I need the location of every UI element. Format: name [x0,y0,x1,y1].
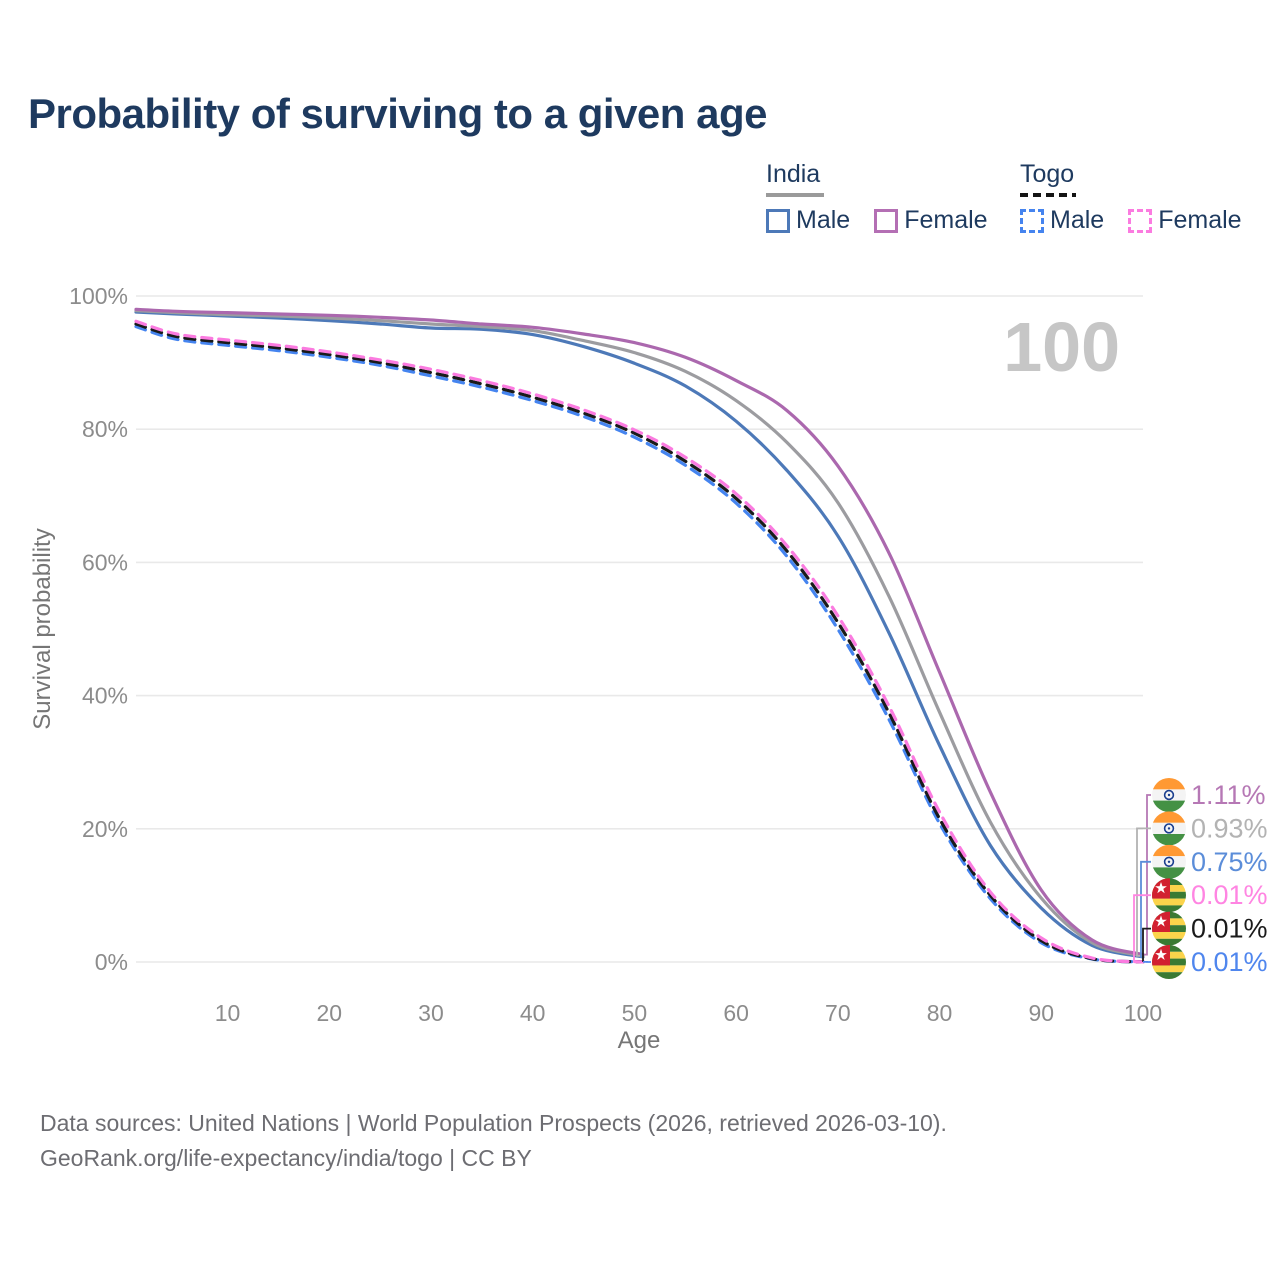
x-tick-label: 40 [520,1000,546,1026]
x-tick-label: 30 [418,1000,444,1026]
y-tick-label: 60% [82,549,128,575]
series-line-india-female[interactable] [134,307,1145,957]
end-value-label-togo-female: 0.01% [1191,880,1268,910]
x-axis-title: Age [618,1027,661,1054]
x-tick-label: 10 [215,1000,241,1026]
x-tick-label: 80 [927,1000,953,1026]
connector-togo-total [1142,927,1151,962]
togo-total-line-swatch[interactable] [1020,193,1076,197]
x-tick-label: 60 [723,1000,749,1026]
togo-male-swatch[interactable] [1020,208,1044,233]
legend-item-india-male[interactable]: Male [766,206,850,235]
x-tick-label: 90 [1028,1000,1054,1026]
india-female-swatch[interactable] [874,208,899,233]
x-tick-label: 100 [1124,1000,1162,1026]
end-value-label-india-total: 0.93% [1191,813,1268,843]
connector-india-female [1143,794,1151,956]
togo-flag-icon [1152,912,1186,946]
legend-item-togo-male[interactable]: Male [1020,206,1104,235]
connector-india-total [1136,827,1151,957]
chart-legend: India Male Female Togo Male [0,160,1280,240]
india-male-swatch[interactable] [766,208,790,233]
series-line-togo-total[interactable] [134,322,1145,964]
india-flag-icon [1152,778,1186,812]
y-tick-label: 100% [69,283,128,309]
legend-country-togo: Togo [1020,160,1075,188]
india-flag-icon [1152,845,1186,879]
legend-item-togo-female[interactable]: Female [1128,206,1242,235]
y-axis-title: Survival probability [29,528,56,729]
togo-flag-glyph [1152,945,1186,979]
legend-label-india-male: Male [796,206,851,234]
end-value-label-togo-male: 0.01% [1191,947,1268,977]
x-tick-label: 50 [622,1000,648,1026]
footer-attribution: GeoRank.org/life-expectancy/india/togo |… [40,1145,532,1171]
end-value-label-togo-total: 0.01% [1191,914,1268,944]
y-tick-label: 0% [95,949,128,975]
india-flag-icon [1152,811,1186,845]
footer-data-sources: Data sources: United Nations | World Pop… [40,1110,947,1136]
series-line-india-total[interactable] [134,309,1145,958]
legend-group-togo: Togo Male Female [1020,160,1242,235]
legend-label-togo-female: Female [1158,206,1242,234]
legend-label-india-female: Female [904,206,988,234]
legend-country-india: India [766,160,821,188]
connector-togo-female [1133,894,1151,963]
end-value-label-india-male: 0.75% [1191,847,1268,877]
end-value-label-india-female: 1.11% [1191,780,1266,810]
series-line-togo-male[interactable] [134,325,1145,964]
y-tick-label: 20% [82,816,128,842]
y-tick-label: 40% [82,683,128,709]
legend-label-togo-male: Male [1050,206,1105,234]
india-total-line-swatch[interactable] [766,193,824,197]
legend-item-india-female[interactable]: Female [874,206,988,235]
togo-flag-glyph [1152,878,1186,912]
series-line-india-male[interactable] [134,310,1145,959]
india-flag-glyph [1152,778,1186,812]
x-tick-label: 20 [316,1000,342,1026]
hover-age-watermark: 100 [1003,308,1120,386]
connector-india-male [1140,860,1151,958]
togo-flag-icon [1152,945,1186,979]
togo-female-swatch[interactable] [1128,208,1153,233]
page-title: Probability of surviving to a given age [28,90,767,137]
togo-flag-icon [1152,878,1186,912]
y-tick-label: 80% [82,416,128,442]
togo-flag-glyph [1152,912,1186,946]
x-tick-label: 70 [825,1000,851,1026]
india-flag-glyph [1152,845,1186,879]
legend-group-india: India Male Female [766,160,988,235]
series-line-togo-female[interactable] [134,319,1145,964]
chart-footer: Data sources: United Nations | World Pop… [40,1106,947,1176]
india-flag-glyph [1152,811,1186,845]
